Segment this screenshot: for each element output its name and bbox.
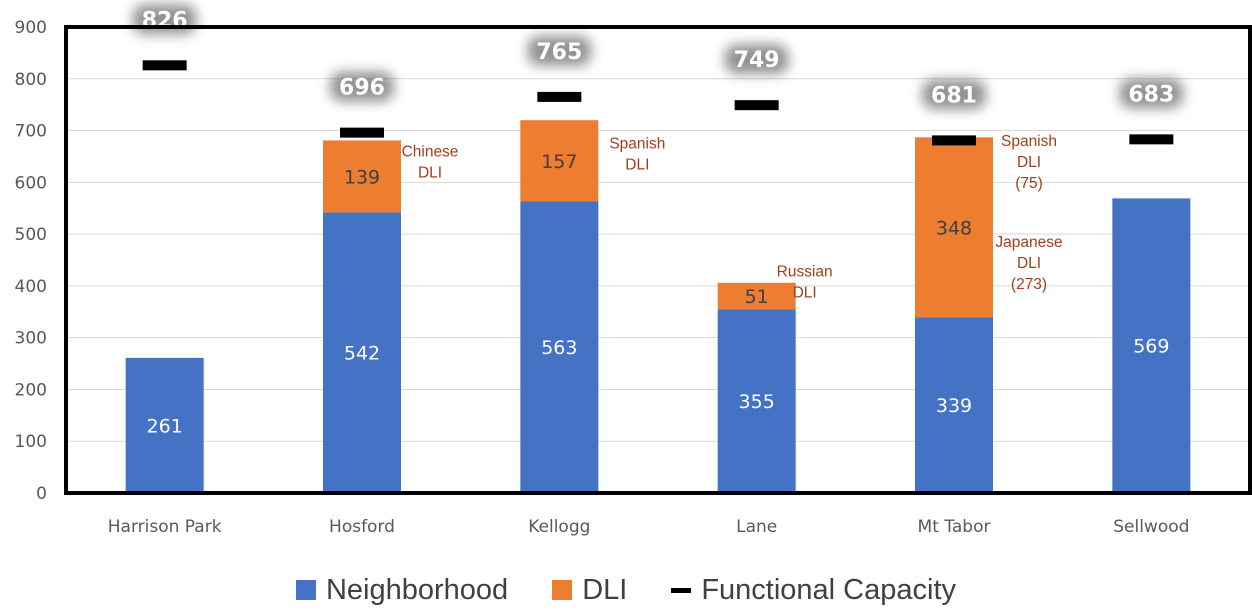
value-label-neighborhood-kellogg: 563 xyxy=(541,337,577,359)
capacity-label-lane: 749 xyxy=(734,48,780,73)
value-label-dli-mt-tabor: 348 xyxy=(936,217,972,239)
legend-swatch-neighborhood xyxy=(295,580,316,600)
y-tick-label-700: 700 xyxy=(15,122,47,142)
dli-annotation-line-hosford-0-1: DLI xyxy=(418,164,442,181)
capacity-marker-kellogg xyxy=(537,91,582,102)
value-label-neighborhood-hosford: 542 xyxy=(344,343,380,365)
x-axis-category-labels: Harrison Park Hosford Kellogg Lane Mt Tabor S… xyxy=(108,517,1190,537)
y-tick-label-300: 300 xyxy=(15,329,47,349)
value-label-neighborhood-lane: 355 xyxy=(739,391,775,413)
dli-annotation-line-mt-tabor-4-1: DLI xyxy=(1017,255,1041,272)
bars xyxy=(125,120,1191,494)
dli-annotation-line-kellogg-1-0: Spanish xyxy=(609,136,665,153)
stacked-bar-chart: 0 100 200 300 400 500 600 700 800 900 261 542 139 56… xyxy=(15,4,1252,537)
dli-annotation-kellogg-1: Spanish DLI xyxy=(609,136,665,174)
plot-area-border xyxy=(64,25,1252,495)
y-tick-label-900: 900 xyxy=(15,18,47,38)
dli-annotation-line-mt-tabor-3-2: (75) xyxy=(1015,175,1043,192)
legend-label-dli: DLI xyxy=(582,573,628,606)
dli-annotation-line-hosford-0-0: Chinese xyxy=(402,143,459,160)
bar-dli-hosford xyxy=(323,140,401,213)
capacity-label-kellogg: 765 xyxy=(536,40,582,65)
capacity-label-hosford: 696 xyxy=(339,76,385,101)
dli-annotation-hosford-0: Chinese DLI xyxy=(402,143,459,181)
value-label-neighborhood-sellwood: 569 xyxy=(1133,336,1169,358)
capacity-label-glow-kellogg xyxy=(527,35,592,66)
dli-annotation-line-kellogg-1-1: DLI xyxy=(625,157,649,174)
y-tick-label-400: 400 xyxy=(15,277,47,297)
bar-dli-mt-tabor xyxy=(915,137,993,318)
dli-annotation-line-mt-tabor-3-1: DLI xyxy=(1017,154,1041,171)
y-tick-label-600: 600 xyxy=(15,173,47,193)
value-label-neighborhood-harrison-park: 261 xyxy=(147,415,183,437)
legend-item-dli: DLI xyxy=(552,574,627,607)
capacity-marker-sellwood xyxy=(1129,134,1174,145)
x-tick-label-sellwood: Sellwood xyxy=(1113,517,1189,537)
x-tick-label-hosford: Hosford xyxy=(329,517,395,537)
bar-value-labels: 261 542 139 563 157 355 51 339 348 569 xyxy=(147,151,1170,438)
bar-dli-lane xyxy=(717,282,796,310)
legend-swatch-dli xyxy=(552,580,573,600)
capacity-label-glow-sellwood xyxy=(1119,78,1184,109)
capacity-label-harrison-park: 826 xyxy=(142,8,188,33)
dli-annotation-mt-tabor-3: Spanish DLI (75) xyxy=(1001,133,1057,192)
legend-item-functional-capacity: Functional Capacity xyxy=(671,574,956,607)
dli-annotations: Chinese DLI Spanish DLI Russian DLI Spanish DLI… xyxy=(402,133,1063,301)
capacity-label-sellwood: 683 xyxy=(1128,82,1174,107)
dli-annotation-line-mt-tabor-4-2: (273) xyxy=(1011,276,1047,293)
value-label-neighborhood-mt-tabor: 339 xyxy=(936,395,972,417)
value-label-dli-kellogg: 157 xyxy=(541,151,577,173)
y-tick-label-800: 800 xyxy=(15,70,47,90)
value-label-dli-hosford: 139 xyxy=(344,166,380,188)
dli-annotation-line-lane-2-1: DLI xyxy=(793,285,817,302)
x-tick-label-kellogg: Kellogg xyxy=(528,517,590,537)
capacity-marker-harrison-park xyxy=(142,60,187,71)
capacity-label-mt-tabor: 681 xyxy=(931,83,977,108)
y-tick-label-200: 200 xyxy=(15,380,47,400)
y-axis-tick-labels: 0 100 200 300 400 500 600 700 800 900 xyxy=(15,18,47,504)
capacity-markers: 826 696 765 749 681 683 xyxy=(132,4,1184,146)
gridlines xyxy=(66,26,1250,494)
legend-item-neighborhood: Neighborhood xyxy=(295,573,509,607)
x-tick-label-lane: Lane xyxy=(736,517,777,537)
x-tick-label-harrison-park: Harrison Park xyxy=(108,517,222,537)
dli-annotation-line-mt-tabor-4-0: Japanese xyxy=(995,234,1062,251)
capacity-label-glow-lane xyxy=(724,44,789,75)
dli-annotation-line-mt-tabor-3-0: Spanish xyxy=(1001,133,1057,150)
capacity-label-glow-hosford xyxy=(330,71,394,102)
dli-annotation-lane-2: Russian DLI xyxy=(777,264,833,302)
x-tick-label-mt-tabor: Mt Tabor xyxy=(918,517,991,537)
legend-dash-functional-capacity xyxy=(671,587,692,593)
value-label-dli-lane: 51 xyxy=(745,286,769,308)
y-tick-label-500: 500 xyxy=(15,225,47,245)
legend-label-neighborhood: Neighborhood xyxy=(325,573,509,606)
legend: Neighborhood DLI Functional Capacity xyxy=(0,570,1252,610)
legend-label-functional-capacity: Functional Capacity xyxy=(701,573,957,606)
bar-dli-kellogg xyxy=(520,120,599,202)
bar-neighborhood-mt-tabor xyxy=(915,317,993,493)
bar-neighborhood-harrison-park xyxy=(125,357,204,493)
bar-neighborhood-sellwood xyxy=(1112,198,1191,493)
dli-annotation-mt-tabor-4: Japanese DLI (273) xyxy=(995,234,1062,293)
capacity-label-glow-mt-tabor xyxy=(922,79,986,110)
y-tick-label-0: 0 xyxy=(36,484,47,504)
bar-neighborhood-hosford xyxy=(323,212,401,493)
bar-neighborhood-kellogg xyxy=(520,201,599,494)
capacity-marker-hosford xyxy=(340,127,384,138)
bar-neighborhood-lane xyxy=(717,309,796,493)
y-tick-label-100: 100 xyxy=(15,432,47,452)
capacity-marker-mt-tabor xyxy=(932,135,976,146)
capacity-marker-lane xyxy=(734,100,779,111)
dli-annotation-line-lane-2-0: Russian xyxy=(777,264,833,281)
